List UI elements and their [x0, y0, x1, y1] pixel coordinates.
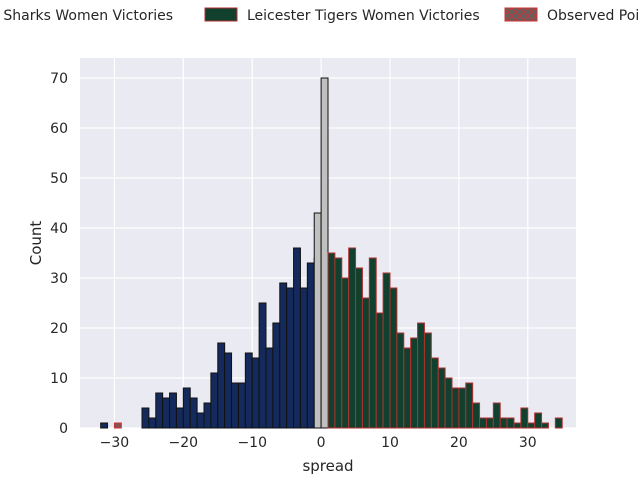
x-tick-label: −10	[237, 435, 267, 451]
histogram-bar	[203, 402, 212, 429]
y-axis-label: Count	[27, 221, 45, 266]
histogram-bar	[396, 332, 405, 429]
y-tick-label: 0	[59, 421, 68, 437]
histogram-bar	[348, 247, 357, 429]
histogram-bar	[506, 417, 515, 429]
histogram-bar	[141, 407, 150, 429]
histogram-bar	[355, 267, 363, 429]
histogram-bar	[272, 322, 281, 429]
histogram-bar	[361, 297, 370, 429]
y-tick-label: 50	[50, 171, 68, 187]
histogram-bar	[527, 422, 536, 429]
histogram-bar	[541, 422, 549, 429]
histogram-bar	[341, 277, 350, 429]
histogram-bar	[162, 397, 171, 429]
x-tick-label: 10	[381, 435, 399, 451]
histogram-bar	[279, 282, 288, 429]
histogram-bar	[231, 382, 239, 429]
histogram-bar	[100, 422, 109, 429]
histogram-bar	[320, 77, 329, 429]
legend-swatch	[204, 7, 238, 22]
histogram-bar	[334, 257, 343, 429]
histogram-bar	[485, 417, 494, 429]
histogram-bar	[313, 212, 322, 429]
histogram-bar	[465, 382, 474, 429]
legend-entry: Observed Points	[504, 7, 640, 24]
histogram-bar	[410, 337, 419, 429]
y-tick-label: 40	[50, 221, 68, 237]
y-tick-label: 10	[50, 371, 68, 387]
legend: Sale Sharks Women Victories Leicester Tig…	[0, 7, 640, 24]
histogram-bar	[196, 412, 205, 429]
histogram-bar	[155, 392, 164, 429]
histogram-bar	[499, 417, 508, 429]
x-axis-label: spread	[302, 457, 353, 475]
histogram-bar	[113, 422, 122, 429]
histogram-bar	[423, 332, 432, 429]
histogram-bar	[437, 367, 446, 429]
histogram-bar	[430, 357, 439, 429]
histogram-bar	[451, 387, 460, 429]
histogram-bar	[175, 407, 184, 429]
x-tick-label: −20	[169, 435, 199, 451]
histogram-bar	[368, 257, 377, 429]
x-tick-labels: −30 −20 −10 0 10 20 30	[100, 435, 537, 451]
histogram-bar	[520, 407, 529, 429]
y-tick-labels: 0 10 20 30 40 50 60 70	[50, 71, 68, 437]
histogram-bar	[513, 422, 522, 429]
histogram-bar	[306, 262, 315, 429]
histogram-bar	[237, 382, 246, 429]
histogram-bar	[217, 342, 226, 429]
histogram-bar	[169, 392, 177, 429]
legend-label: Sale Sharks Women Victories	[0, 8, 173, 24]
histogram-bar	[148, 417, 157, 429]
histogram-bar	[492, 402, 501, 429]
x-tick-label: 20	[450, 435, 468, 451]
bars	[100, 77, 563, 429]
x-tick-label: 30	[519, 435, 537, 451]
histogram-bar	[299, 287, 308, 429]
legend-swatch	[504, 7, 538, 22]
histogram-bar	[251, 357, 260, 429]
histogram-bar	[244, 352, 253, 429]
y-tick-label: 60	[50, 121, 68, 137]
histogram-bar	[182, 387, 191, 429]
histogram-bar	[382, 272, 391, 429]
histogram-bar	[534, 412, 543, 429]
histogram-bar	[265, 347, 274, 429]
histogram-bar	[389, 287, 398, 429]
y-tick-label: 70	[50, 71, 68, 87]
histogram-bar	[375, 312, 384, 429]
histogram-bar	[479, 417, 487, 429]
legend-label: Leicester Tigers Women Victories	[247, 8, 480, 24]
histogram-bar	[403, 347, 412, 429]
histogram-bar	[286, 287, 295, 429]
histogram-bar	[210, 372, 219, 429]
histogram-bar	[444, 377, 453, 429]
histogram-bar	[293, 247, 301, 429]
histogram-bar	[554, 417, 563, 429]
histogram-bar	[224, 352, 233, 429]
legend-entry: Leicester Tigers Women Victories	[204, 7, 480, 24]
legend-label: Observed Points	[547, 8, 640, 24]
histogram-bar	[189, 397, 198, 429]
legend-entry: Sale Sharks Women Victories	[0, 8, 173, 24]
histogram-bar	[327, 252, 336, 429]
y-tick-label: 20	[50, 321, 68, 337]
x-tick-label: −30	[100, 435, 130, 451]
y-tick-label: 30	[50, 271, 68, 287]
histogram-bar	[458, 387, 467, 429]
x-tick-label: 0	[317, 435, 326, 451]
histogram-bar	[258, 302, 267, 429]
histogram-bar	[472, 402, 481, 429]
histogram-bar	[417, 322, 425, 429]
